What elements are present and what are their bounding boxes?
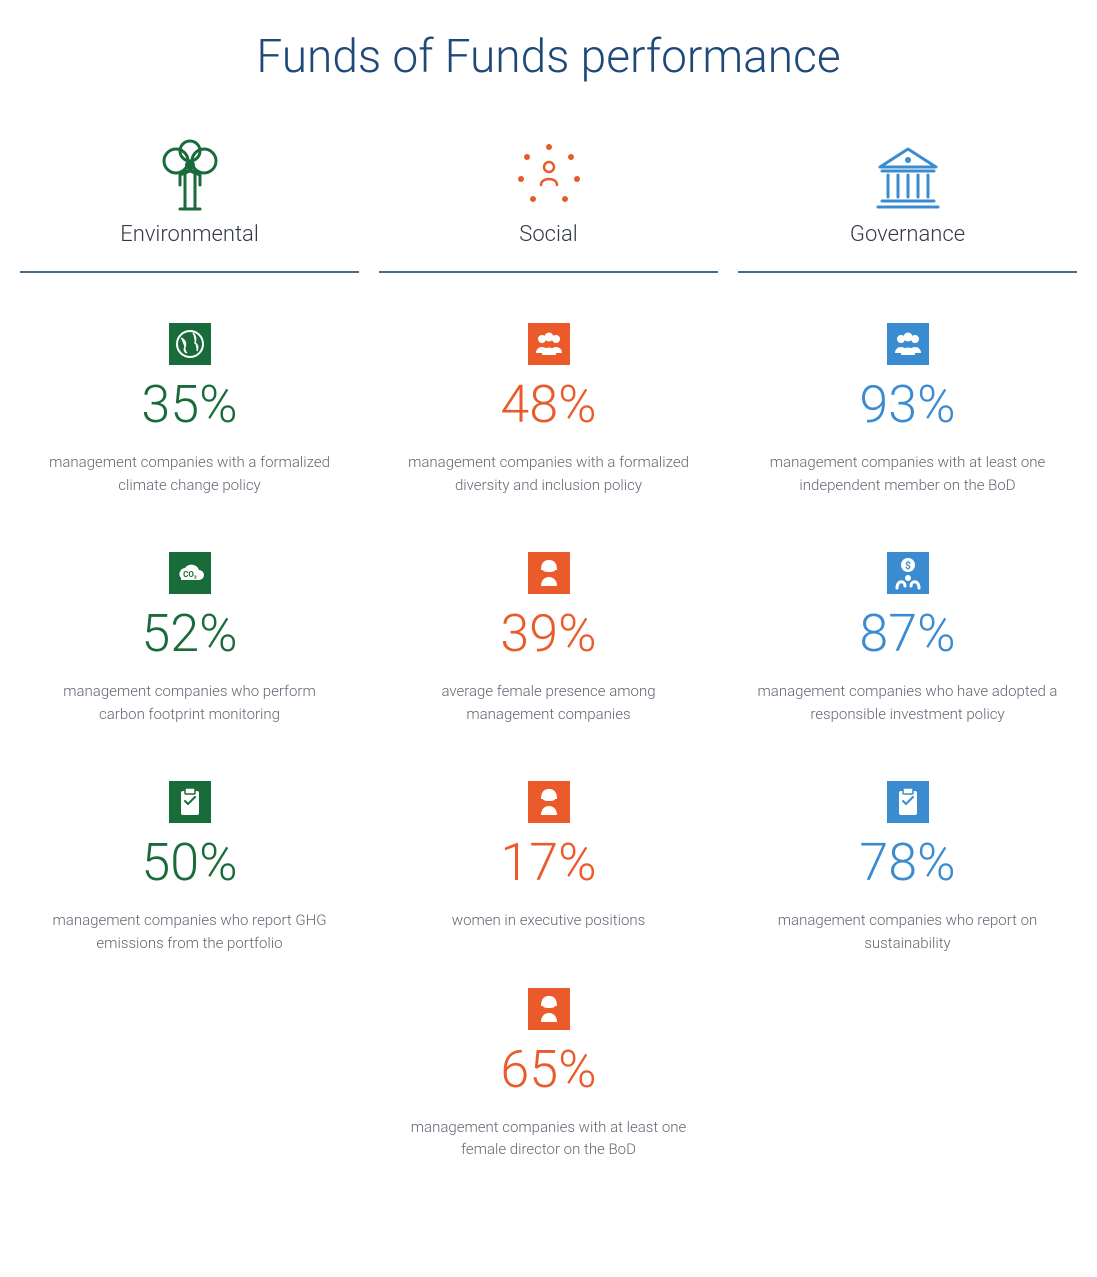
social-metric-2: 17% women in executive positions [379,781,718,932]
environmental-metric-0: 35% management companies with a formalize… [20,323,359,496]
social-header-icon [379,132,718,222]
social-metric-1: 39% average female presence among managem… [379,552,718,725]
metric-description: management companies with at least one f… [399,1116,699,1161]
metric-description: management companies who report GHG emis… [40,909,340,954]
globe-icon [169,323,211,365]
metric-value: 17% [389,837,708,889]
environmental-metric-2: 50% management companies who report GHG e… [20,781,359,954]
metric-value: 52% [30,608,349,660]
metric-description: management companies with a formalized c… [40,451,340,496]
metric-description: management companies who report on susta… [758,909,1058,954]
social-rule [379,271,718,273]
metric-description: management companies who have adopted a … [758,680,1058,725]
svg-text:CO₂: CO₂ [183,570,197,579]
column-environmental: Environmental 35% management companies wi… [10,132,369,1217]
page-title: Funds of Funds performance [0,30,1097,84]
metric-value: 87% [748,608,1067,660]
governance-rule [738,271,1077,273]
co2-cloud-icon: CO₂ [169,552,211,594]
metric-description: women in executive positions [399,909,699,932]
environmental-metrics: 35% management companies with a formalize… [20,323,359,954]
money-person-icon: $ [887,552,929,594]
clipboard-icon [169,781,211,823]
metric-value: 93% [748,379,1067,431]
governance-header-icon [738,132,1077,222]
governance-metrics: 93% management companies with at least on… [738,323,1077,954]
metric-value: 65% [389,1044,708,1096]
group-icon [528,323,570,365]
environmental-rule [20,271,359,273]
social-metrics: 48% management companies with a formalize… [379,323,718,1161]
building-icon [868,137,948,217]
clipboard-icon [887,781,929,823]
columns-container: Environmental 35% management companies wi… [0,132,1097,1217]
column-governance: Governance 93% management companies with … [728,132,1087,1217]
svg-text:$: $ [905,559,911,572]
column-social: Social 48% management companies with a fo… [369,132,728,1217]
woman-icon [528,552,570,594]
social-metric-3: 65% management companies with at least on… [379,988,718,1161]
metric-description: average female presence among management… [399,680,699,725]
metric-value: 48% [389,379,708,431]
governance-metric-2: 78% management companies who report on su… [738,781,1077,954]
metric-value: 39% [389,608,708,660]
governance-metric-0: 93% management companies with at least on… [738,323,1077,496]
metric-description: management companies with at least one i… [758,451,1058,496]
metric-value: 35% [30,379,349,431]
environmental-label: Environmental [20,222,359,261]
environmental-header-icon [20,132,359,222]
tree-person-icon [150,137,230,217]
people-network-icon [509,137,589,217]
metric-value: 50% [30,837,349,889]
governance-metric-1: $87% management companies who have adopte… [738,552,1077,725]
metric-description: management companies with a formalized d… [399,451,699,496]
woman-icon [528,988,570,1030]
metric-value: 78% [748,837,1067,889]
social-label: Social [379,222,718,261]
social-metric-0: 48% management companies with a formalize… [379,323,718,496]
metric-description: management companies who perform carbon … [40,680,340,725]
governance-label: Governance [738,222,1077,261]
woman-icon [528,781,570,823]
environmental-metric-1: CO₂ 52% management companies who perform c… [20,552,359,725]
group-icon [887,323,929,365]
